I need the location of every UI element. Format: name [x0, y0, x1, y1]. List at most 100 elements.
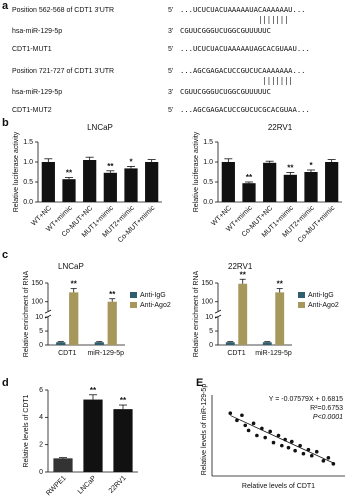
bar: [275, 292, 285, 345]
bar: [62, 179, 76, 202]
significance: **: [71, 280, 78, 289]
y-tick-label: 0.0: [23, 199, 33, 206]
sequence: ...AGCGAGACUCCGUCUCAAAAAAA...: [180, 66, 306, 75]
chart-title: LNCaP: [87, 123, 113, 132]
y-tick-label: 0.0: [203, 199, 213, 206]
point: [293, 448, 297, 453]
axis-break: [44, 309, 52, 314]
significance: *: [129, 158, 133, 167]
legend-swatch: [130, 302, 137, 308]
y-axis-label: Relative luciferase activity: [193, 131, 200, 212]
point: [326, 455, 331, 460]
point: [321, 459, 326, 463]
significance: **: [277, 280, 284, 289]
y-tick-label: 5: [209, 328, 213, 335]
legend-label: Anti-Ago2: [308, 302, 339, 309]
row-label: CDT1-MUT2: [12, 107, 52, 114]
bar: [304, 172, 318, 202]
point: [260, 426, 264, 431]
bar: [221, 162, 235, 202]
axis-break: [214, 309, 222, 314]
y-tick-label: 5: [39, 328, 43, 335]
y-tick-label: 150: [31, 280, 43, 287]
panel-label: b: [2, 117, 9, 129]
point: [263, 435, 268, 440]
significance: **: [120, 396, 127, 405]
x-axis-label: Relative levels of CDT1: [242, 483, 315, 490]
axis-break: [44, 314, 52, 319]
panel-label: d: [2, 377, 9, 389]
sequence: ...AGCGAGACUCCGUCUCGCACGUAA...: [180, 105, 310, 114]
sequence: ...UCUCUACUAAAAAUACAAAAAAU...: [180, 5, 306, 14]
y-tick-label: 100: [201, 299, 213, 306]
point: [251, 421, 256, 426]
bar: [242, 183, 256, 202]
bar: [83, 160, 97, 202]
legend-label: Anti-IgG: [140, 292, 166, 299]
y-tick-label: 1.5: [203, 139, 213, 146]
bar: [56, 342, 66, 345]
y-tick-label: 6: [39, 387, 43, 394]
point: [331, 462, 336, 466]
panel-label: c: [2, 249, 8, 261]
x-tick-label: Co-MUT+mimic: [117, 204, 157, 244]
significance: **: [246, 173, 253, 182]
point: [243, 423, 248, 428]
row-label: Position 721-727 of CDT1 3'UTR: [12, 68, 114, 75]
strand-end: 5': [168, 7, 173, 14]
chart-title: 22RV1: [268, 123, 293, 132]
x-tick-label: LNCaP: [77, 475, 98, 496]
x-tick-label: miR-129-5p: [255, 350, 292, 357]
y-tick-label: 0.5: [203, 179, 213, 186]
strand-end: 5': [168, 68, 173, 75]
annotation: Y = -0.07579X + 0.6815: [269, 396, 343, 403]
significance: **: [107, 162, 114, 171]
strand-end: 5': [168, 46, 173, 53]
strand-end: 5': [168, 107, 173, 114]
y-tick-label: 1.0: [203, 159, 213, 166]
fit-line: [230, 415, 334, 464]
y-tick-label: 10: [35, 314, 43, 321]
panel-label: E: [196, 377, 203, 389]
bar: [325, 162, 339, 202]
x-tick-label: RWPE1: [45, 475, 68, 498]
point: [271, 440, 276, 445]
row-label: CDT1-MUT1: [12, 46, 52, 53]
row-label: hsa-miR-129-5p: [12, 89, 62, 96]
y-tick-label: 0: [209, 342, 213, 349]
bar: [262, 342, 272, 345]
strand-end: 3': [168, 28, 173, 35]
bar: [103, 172, 117, 202]
bar: [283, 174, 297, 202]
point: [298, 443, 302, 448]
bar: [263, 162, 277, 202]
legend-swatch: [298, 292, 305, 298]
bar: [53, 458, 73, 472]
point: [235, 418, 239, 423]
point: [314, 449, 319, 454]
y-tick-label: 150: [201, 280, 213, 287]
bar: [83, 399, 103, 472]
chart-title: 22RV1: [228, 262, 253, 271]
y-axis-label: Relative luciferase activity: [13, 131, 20, 212]
significance: **: [66, 169, 73, 178]
bar: [145, 162, 159, 202]
bar: [124, 168, 138, 202]
annotation: P<0.0001: [313, 414, 343, 421]
legend-label: Anti-Ago2: [140, 302, 171, 309]
significance: **: [109, 290, 116, 299]
point: [228, 411, 233, 416]
x-tick-label: Co-MUT+mimic: [297, 204, 337, 244]
y-axis-label: Relative levels of CDT1: [23, 394, 30, 467]
bar: [41, 162, 55, 202]
x-tick-label: CDT1: [227, 350, 245, 357]
point: [268, 429, 272, 434]
row-label: hsa-miR-129-5p: [12, 28, 62, 35]
y-tick-label: 100: [31, 299, 43, 306]
bar: [94, 342, 104, 345]
significance: *: [309, 161, 313, 170]
point: [283, 437, 287, 442]
point: [246, 428, 251, 433]
